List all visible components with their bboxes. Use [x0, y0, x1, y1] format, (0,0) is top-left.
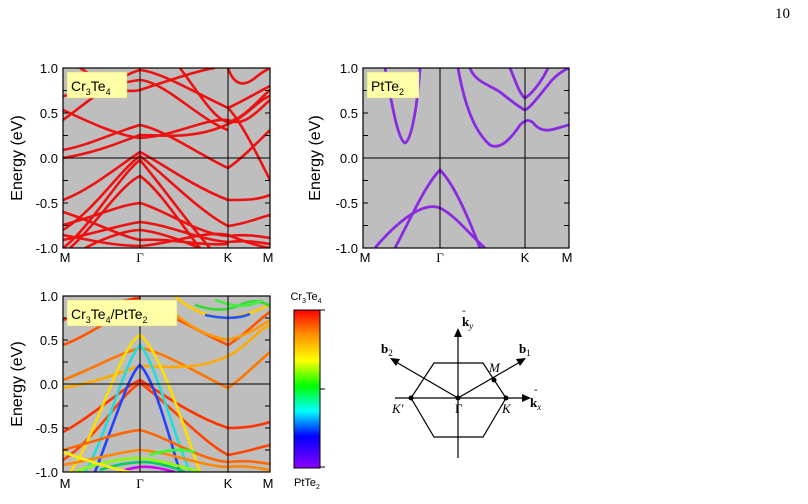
- panel-label: Cr3Te4: [66, 71, 128, 99]
- svg-text:1.0: 1.0: [40, 289, 58, 304]
- colorbar-top-label: Cr3Te4: [290, 291, 321, 305]
- x-tick-labels: M Γ K M: [60, 250, 274, 265]
- y-tick-labels: 1.0 0.5 0.0 -0.5 -1.0: [36, 289, 58, 480]
- b2-vector: [395, 361, 459, 399]
- panel-label: Cr3Te4/PtTe2: [66, 299, 178, 327]
- svg-text:K: K: [224, 250, 233, 265]
- k-point-label: K: [501, 401, 512, 416]
- svg-text:0.5: 0.5: [340, 106, 358, 121]
- b2-label: b2: [381, 341, 393, 358]
- svg-text:M: M: [263, 250, 274, 265]
- svg-text:-1.0: -1.0: [36, 241, 58, 256]
- svg-text:0.0: 0.0: [340, 151, 358, 166]
- panel-heterostructure: Cr3Te4/PtTe2 1.0 0.5 0.0 -0.5 -1.0 M Γ K…: [9, 289, 273, 491]
- panel-ptte2: PtTe2 1.0 0.5 0.0 -0.5 -1.0 M Γ K M Ener…: [307, 61, 572, 265]
- x-tick-labels: M Γ K M: [360, 250, 573, 265]
- svg-text:-1.0: -1.0: [336, 241, 358, 256]
- svg-text:1.0: 1.0: [40, 61, 58, 76]
- y-axis-label: Energy (eV): [9, 341, 26, 426]
- page-number: 10: [775, 6, 790, 22]
- svg-text:K: K: [521, 250, 530, 265]
- svg-text:Γ: Γ: [136, 476, 144, 491]
- svg-text:K: K: [224, 476, 233, 491]
- svg-text:ˆ: ˆ: [462, 309, 466, 321]
- colorbar-bottom-label: PtTe2: [294, 477, 320, 491]
- svg-text:0.0: 0.0: [40, 151, 58, 166]
- b1-vector: [457, 361, 521, 399]
- panel-label: PtTe2: [366, 71, 420, 99]
- svg-text:1.0: 1.0: [340, 61, 358, 76]
- y-axis-label: Energy (eV): [9, 115, 26, 200]
- y-tick-labels: 1.0 0.5 0.0 -0.5 -1.0: [336, 61, 358, 256]
- svg-text:0.5: 0.5: [40, 333, 58, 348]
- svg-text:M: M: [60, 250, 71, 265]
- y-tick-labels: 1.0 0.5 0.0 -0.5 -1.0: [36, 61, 58, 256]
- panel-label-text: PtTe2: [371, 78, 404, 97]
- svg-text:-1.0: -1.0: [36, 465, 58, 480]
- y-axis-label: Energy (eV): [307, 115, 324, 200]
- svg-text:-0.5: -0.5: [36, 421, 58, 436]
- kprime-point-label: K′: [391, 401, 404, 416]
- svg-text:0.5: 0.5: [40, 106, 58, 121]
- brillouin-zone-diagram: ky kx b1 b2 M K K′ Γ ˆ ˆ: [381, 309, 541, 458]
- svg-text:Γ: Γ: [136, 250, 144, 265]
- svg-text:M: M: [562, 250, 573, 265]
- svg-text:M: M: [60, 476, 71, 491]
- b1-label: b1: [519, 341, 531, 358]
- svg-text:M: M: [360, 250, 371, 265]
- colorbar-gradient: [293, 309, 321, 469]
- gamma-point-label: Γ: [455, 401, 463, 416]
- ky-label: ky: [462, 314, 473, 331]
- svg-text:0.0: 0.0: [40, 377, 58, 392]
- svg-text:Γ: Γ: [436, 250, 444, 265]
- svg-text:ˆ: ˆ: [534, 388, 538, 400]
- svg-text:-0.5: -0.5: [36, 196, 58, 211]
- m-point-label: M: [488, 360, 501, 375]
- svg-text:-0.5: -0.5: [336, 196, 358, 211]
- svg-text:M: M: [263, 476, 274, 491]
- panel-label-text: Cr3Te4: [71, 78, 111, 97]
- colorbar: Cr3Te4 PtTe2: [290, 291, 325, 491]
- panel-label-text: Cr3Te4/PtTe2: [71, 306, 148, 325]
- panel-cr3te4: Cr3Te4 1.0 0.5 0.0 -0.5 -1.0 M Γ K M Ene…: [9, 61, 273, 265]
- x-tick-labels: M Γ K M: [60, 476, 274, 491]
- kx-label: kx: [530, 395, 541, 412]
